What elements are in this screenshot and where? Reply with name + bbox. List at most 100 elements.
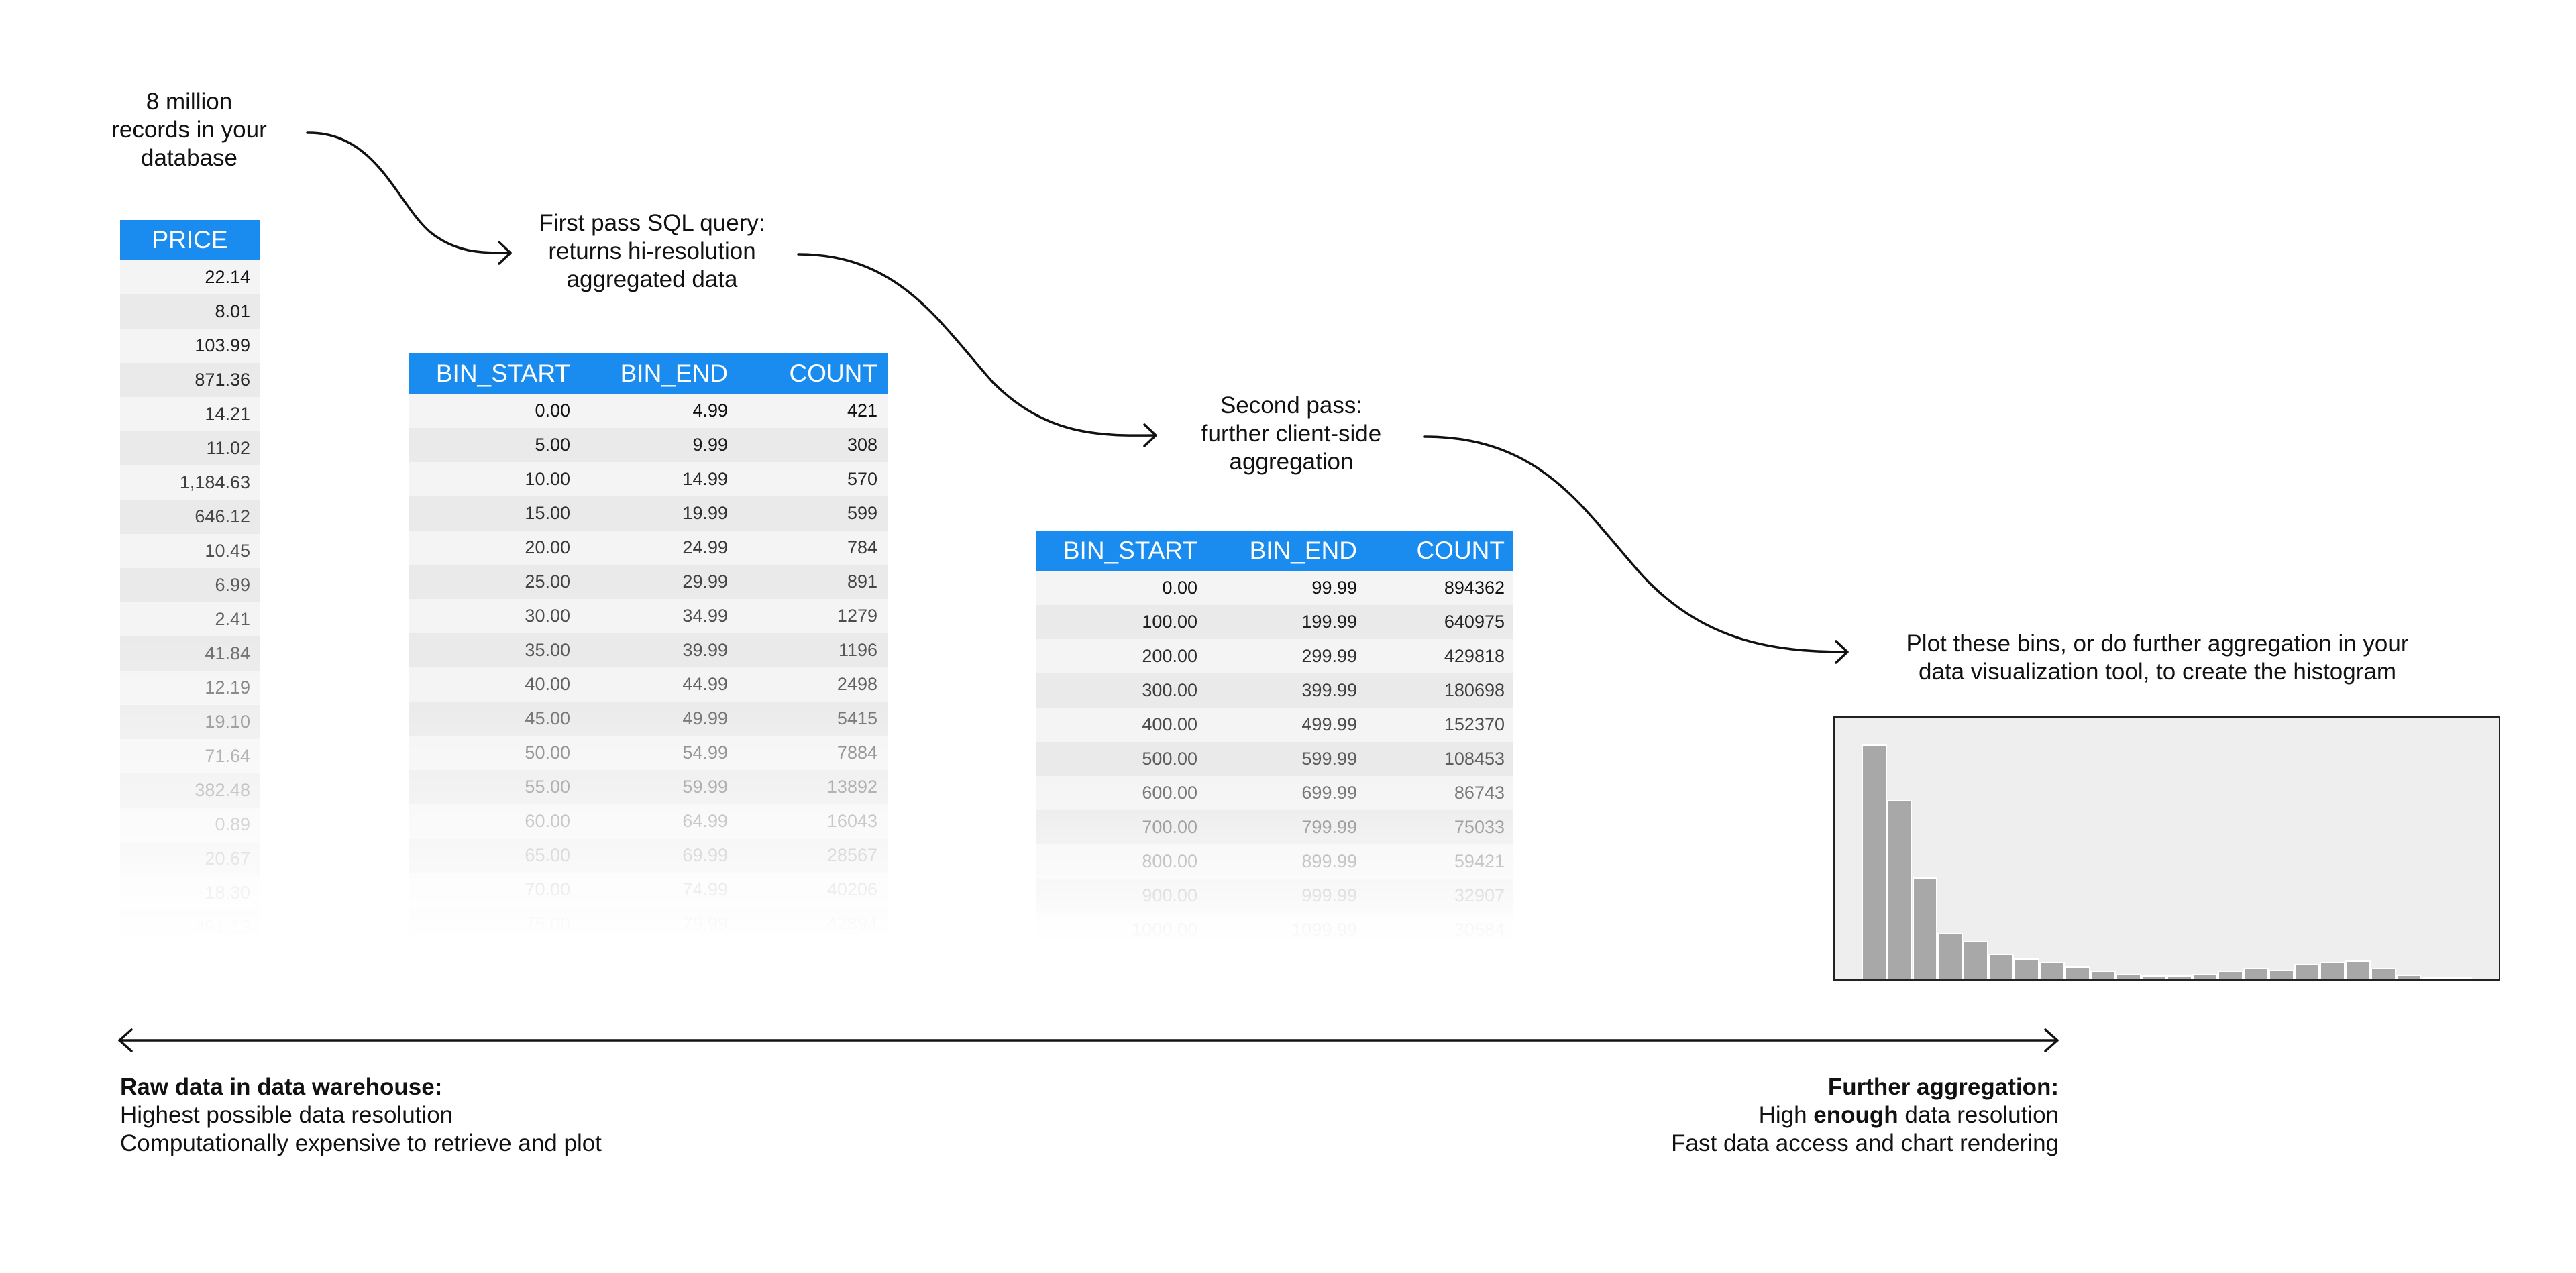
table-row: 11.02 — [120, 431, 260, 465]
table-row: 45.00 49.99 5415 — [409, 702, 888, 736]
table-cell: 0.00 — [1162, 577, 1197, 598]
table-row: 600.00 699.99 86743 — [1036, 776, 1513, 810]
table-row: 2.41 — [120, 602, 260, 636]
table-body: 0.00 99.99 894362 100.00 199.99 640975 200.00 2… — [1036, 571, 1513, 947]
table-row: 22.14 — [120, 260, 260, 294]
table-cell: 784 — [847, 537, 877, 557]
table-row: 15.00 19.99 599 — [409, 496, 888, 531]
table-row: 900.00 999.99 32907 — [1036, 879, 1513, 913]
table-cell: 75.00 — [525, 914, 570, 934]
histogram-bar — [1861, 744, 1887, 979]
table-body: 0.00 4.99 421 5.00 9.99 308 10.00 14.99 570 15.00… — [409, 394, 888, 941]
table-cell: 86743 — [1454, 783, 1505, 803]
histogram-bar — [2421, 977, 2447, 979]
table-cell: 24.99 — [682, 537, 728, 557]
table-header: BIN_START BIN_END COUNT — [1036, 531, 1513, 571]
table-row: 75.00 79.99 42894 — [409, 907, 888, 941]
arrow-source-to-first-pass — [306, 131, 511, 254]
table-row: 700.00 799.99 75033 — [1036, 810, 1513, 844]
table-cell: 1099.99 — [1291, 920, 1357, 940]
second-pass-table: BIN_START BIN_END COUNT 0.00 99.99 894362 100.… — [1036, 531, 1513, 947]
table-cell: 299.99 — [1301, 646, 1357, 666]
arrowhead-icon — [498, 241, 512, 265]
table-row: 60.00 64.99 16043 — [409, 804, 888, 838]
text: data resolution — [1898, 1102, 2059, 1128]
arrow-first-to-second-pass — [797, 253, 1157, 437]
table-cell: 65.00 — [525, 845, 570, 865]
histogram-bar — [2116, 973, 2142, 979]
table-cell: 22.14 — [205, 267, 250, 287]
table-cell: 500.00 — [1142, 749, 1197, 769]
table-cell: 32907 — [1454, 885, 1505, 905]
table-cell: 9.99 — [692, 435, 728, 455]
table-cell: 640975 — [1444, 612, 1505, 632]
table-row: 200.00 299.99 429818 — [1036, 639, 1513, 673]
table-cell: 300.00 — [1142, 680, 1197, 700]
table-cell: 29.99 — [682, 571, 728, 592]
column-header: PRICE — [152, 226, 228, 254]
table-row: 14.21 — [120, 397, 260, 431]
arrow-second-pass-to-plot — [1423, 435, 1848, 653]
caption-line: 8 million — [146, 89, 233, 115]
caption-line: further client-side — [1201, 421, 1382, 447]
table-cell: 6.99 — [215, 575, 250, 595]
table-cell: 2.41 — [215, 609, 250, 629]
histogram-bar — [2039, 961, 2065, 979]
table-row: 20.67 — [120, 842, 260, 876]
table-cell: 108453 — [1444, 749, 1505, 769]
table-cell: 40206 — [826, 879, 877, 899]
table-cell: 19.99 — [682, 503, 728, 523]
table-header: BIN_START BIN_END COUNT — [409, 353, 888, 394]
table-cell: 54.99 — [682, 742, 728, 763]
histogram-bar — [1912, 877, 1938, 979]
table-row: 5.00 9.99 308 — [409, 428, 888, 462]
raw-data-title: Raw data in data warehouse: — [120, 1074, 443, 1100]
table-row: 50.00 54.99 7884 — [409, 736, 888, 770]
table-row: 382.48 — [120, 773, 260, 808]
column-header: BIN_END — [1249, 537, 1357, 564]
table-row: 6.99 — [120, 568, 260, 602]
table-cell: 45.00 — [525, 708, 570, 728]
aggregation-description: Further aggregation: High enough data re… — [1671, 1073, 2059, 1158]
aggregation-line: High enough data resolution — [1671, 1101, 2059, 1129]
histogram-chart — [1833, 716, 2500, 981]
table-cell: 799.99 — [1301, 817, 1357, 837]
table-cell: 13892 — [826, 777, 877, 797]
table-row: 100.00 199.99 640975 — [1036, 605, 1513, 639]
table-cell: 699.99 — [1301, 783, 1357, 803]
histogram-bar — [2090, 971, 2116, 979]
table-cell: 55.00 — [525, 777, 570, 797]
table-cell: 20.00 — [525, 537, 570, 557]
table-cell: 152370 — [1444, 714, 1505, 734]
column-header: COUNT — [1416, 537, 1505, 564]
table-cell: 894362 — [1444, 577, 1505, 598]
table-cell: 64.99 — [682, 811, 728, 831]
table-cell: 41.84 — [205, 643, 250, 663]
caption-line: Second pass: — [1220, 392, 1363, 419]
table-row: 12.19 — [120, 671, 260, 705]
caption-line: Plot these bins, or do further aggregati… — [1906, 630, 2409, 657]
table-row: 0.89 — [120, 808, 260, 842]
table-cell: 10.00 — [525, 469, 570, 489]
histogram-bar — [2141, 975, 2167, 979]
table-cell: 99.99 — [1311, 577, 1357, 598]
table-row: 19.10 — [120, 705, 260, 739]
table-row: 35.00 39.99 1196 — [409, 633, 888, 667]
table-row: 8.01 — [120, 294, 260, 329]
table-row: 70.00 74.99 40206 — [409, 873, 888, 907]
table-cell: 100.00 — [1142, 612, 1197, 632]
table-cell: 70.00 — [525, 879, 570, 899]
histogram-bar — [2192, 973, 2218, 979]
table-row: 646.12 — [120, 500, 260, 534]
caption-line: database — [140, 145, 238, 171]
arrowhead-right-icon — [2044, 1028, 2059, 1052]
table-cell: 11.02 — [206, 438, 250, 458]
table-cell: 20.67 — [205, 848, 250, 869]
table-cell: 25.00 — [525, 571, 570, 592]
table-cell: 570 — [847, 469, 877, 489]
table-row: 10.45 — [120, 534, 260, 568]
table-cell: 5.00 — [535, 435, 570, 455]
histogram-bar — [2370, 967, 2396, 979]
histogram-bar — [2268, 970, 2294, 979]
table-cell: 44.99 — [682, 674, 728, 694]
